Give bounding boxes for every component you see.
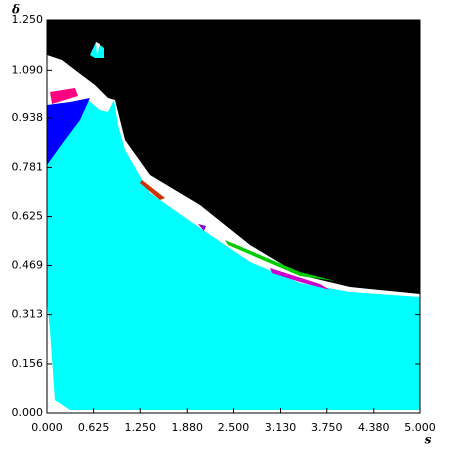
- x-tick-label: 5.000: [404, 421, 436, 434]
- y-tick-label: 1.250: [12, 13, 44, 26]
- y-tick-label: 0.156: [12, 357, 44, 370]
- y-tick-label: 0.781: [12, 160, 44, 173]
- x-tick-label: 3.750: [311, 421, 343, 434]
- red-stripe: [140, 180, 165, 200]
- y-tick-label: 0.313: [12, 308, 44, 321]
- x-tick-label: 3.130: [265, 421, 297, 434]
- purple-spot: [198, 224, 206, 231]
- x-tick-label: 2.500: [218, 421, 250, 434]
- purple-stripe: [270, 268, 330, 290]
- y-tick-label: 0.000: [12, 406, 44, 419]
- x-tick-label: 0.625: [78, 421, 110, 434]
- plot-regions: [47, 20, 420, 413]
- y-axis-title: δ: [11, 3, 20, 17]
- y-tick-label: 1.090: [12, 63, 44, 76]
- y-tick-label: 0.938: [12, 111, 44, 124]
- x-tick-label: 0.000: [31, 421, 63, 434]
- y-tick-label: 0.469: [12, 259, 44, 272]
- x-tick-label: 1.250: [125, 421, 157, 434]
- x-tick-label: 1.880: [171, 421, 203, 434]
- blue-region: [47, 98, 90, 165]
- x-axis-title: s: [425, 433, 432, 447]
- magenta-patch: [50, 88, 78, 104]
- cyan-region: [47, 100, 420, 410]
- x-tick-label: 4.380: [358, 421, 390, 434]
- island-white: [96, 42, 100, 55]
- y-tick-label: 0.625: [12, 210, 44, 223]
